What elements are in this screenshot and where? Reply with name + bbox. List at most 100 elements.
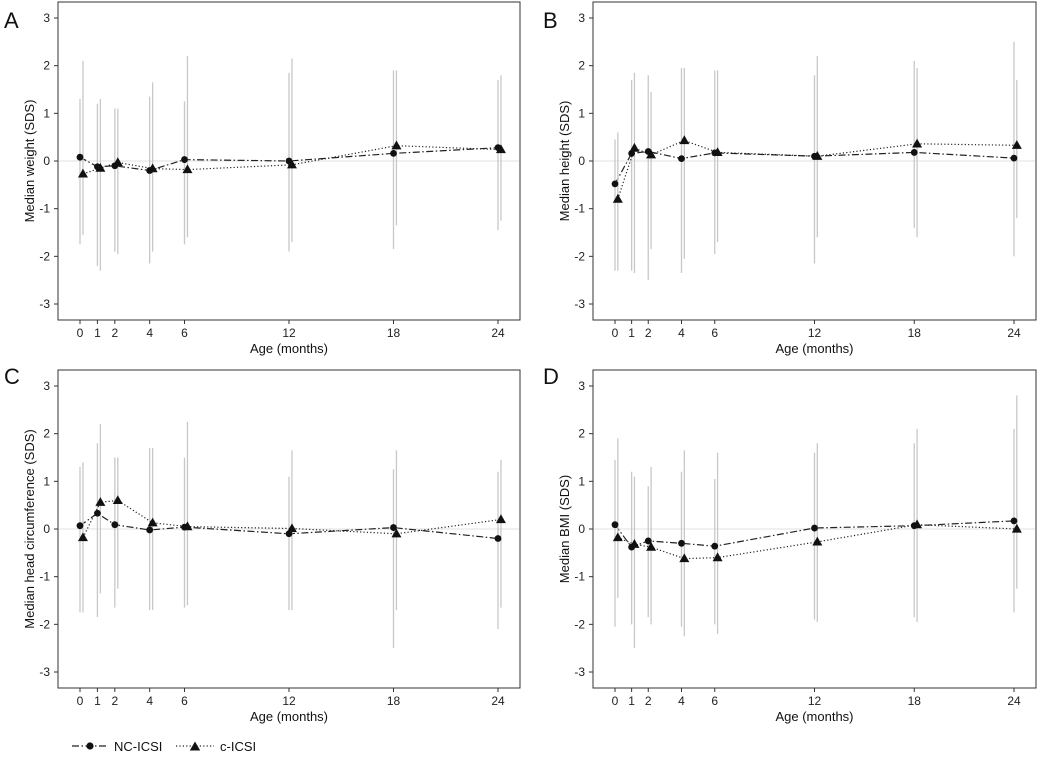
- c-icsi-point: [629, 539, 640, 548]
- y-tick-label: -3: [574, 297, 585, 311]
- y-tick-label: -2: [39, 249, 50, 263]
- x-tick-label: 24: [1007, 694, 1021, 708]
- y-tick-label: 3: [43, 11, 50, 25]
- x-tick-label: 2: [111, 326, 118, 340]
- y-tick-label: 1: [578, 106, 585, 120]
- c-icsi-point: [1011, 140, 1022, 149]
- x-tick-label: 4: [678, 326, 685, 340]
- x-tick-label: 4: [146, 694, 153, 708]
- nc-icsi-point: [94, 509, 101, 517]
- x-tick-label: 2: [645, 326, 652, 340]
- y-tick-label: -2: [574, 617, 585, 631]
- x-tick-label: 18: [908, 326, 922, 340]
- nc-icsi-point: [644, 537, 652, 545]
- y-axis-title: Median height (SDS): [557, 101, 572, 222]
- y-tick-label: 1: [578, 474, 585, 488]
- x-tick-label: 12: [282, 326, 296, 340]
- y-tick-label: 1: [43, 474, 50, 488]
- x-tick-label: 2: [111, 694, 118, 708]
- y-tick-label: 3: [578, 11, 585, 25]
- c-icsi-series-line: [82, 145, 502, 175]
- c-icsi-point: [812, 151, 823, 160]
- x-tick-label: 0: [77, 694, 84, 708]
- y-tick-label: 0: [578, 154, 585, 168]
- legend: NC-ICSI c-ICSI: [72, 739, 256, 754]
- c-icsi-point: [712, 552, 723, 562]
- legend-nc-icsi-label: NC-ICSI: [114, 739, 162, 754]
- x-tick-label: 1: [628, 326, 635, 340]
- nc-icsi-point: [390, 524, 397, 531]
- c-icsi-point: [679, 135, 690, 145]
- nc-icsi-point: [678, 155, 685, 163]
- y-tick-label: 3: [578, 379, 585, 393]
- panel-letter: A: [4, 8, 19, 33]
- x-tick-label: 24: [491, 326, 505, 340]
- x-axis-title: Age (months): [250, 341, 328, 356]
- c-icsi-point: [95, 497, 106, 506]
- x-tick-label: 12: [808, 326, 822, 340]
- nc-icsi-point: [1010, 154, 1018, 162]
- c-icsi-point: [391, 140, 402, 150]
- nc-icsi-point: [678, 539, 685, 547]
- c-icsi-series-line: [82, 499, 502, 538]
- c-icsi-point: [286, 159, 297, 169]
- x-tick-label: 6: [711, 326, 718, 340]
- y-tick-label: -2: [574, 249, 585, 263]
- y-tick-label: 0: [43, 154, 50, 168]
- y-tick-label: -1: [574, 202, 585, 216]
- y-tick-label: -1: [574, 570, 585, 584]
- c-icsi-point: [612, 193, 623, 203]
- nc-icsi-point: [1010, 517, 1018, 525]
- y-tick-label: -3: [574, 665, 585, 679]
- c-icsi-point: [77, 532, 88, 542]
- x-tick-label: 0: [612, 694, 619, 708]
- x-tick-label: 24: [1007, 326, 1021, 340]
- c-icsi-point: [95, 162, 106, 172]
- x-tick-label: 2: [645, 694, 652, 708]
- nc-icsi-series-line: [79, 512, 499, 540]
- nc-icsi-point: [181, 156, 188, 163]
- c-icsi-point: [112, 495, 123, 504]
- c-icsi-point: [112, 157, 123, 167]
- c-icsi-point: [1011, 523, 1022, 533]
- legend-c-icsi-marker: [189, 741, 201, 751]
- x-tick-label: 12: [282, 694, 296, 708]
- c-icsi-point: [147, 163, 158, 173]
- x-tick-label: 0: [612, 326, 619, 340]
- y-axis-title: Median BMI (SDS): [557, 475, 572, 583]
- x-tick-label: 24: [491, 694, 505, 708]
- c-icsi-point: [77, 168, 88, 178]
- panel-letter: B: [543, 8, 558, 33]
- y-tick-label: 1: [43, 106, 50, 120]
- y-tick-label: 3: [43, 379, 50, 393]
- nc-icsi-point: [910, 149, 918, 156]
- x-tick-label: 1: [628, 694, 635, 708]
- c-icsi-point: [182, 164, 193, 174]
- y-tick-label: 0: [43, 522, 50, 536]
- x-tick-label: 6: [711, 694, 718, 708]
- x-tick-label: 18: [908, 694, 922, 708]
- y-tick-label: -3: [39, 297, 50, 311]
- x-axis-title: Age (months): [775, 341, 853, 356]
- x-axis-title: Age (months): [250, 709, 328, 724]
- c-icsi-point: [147, 517, 158, 527]
- y-tick-label: 2: [43, 427, 50, 441]
- x-tick-label: 4: [678, 694, 685, 708]
- y-tick-label: -2: [39, 617, 50, 631]
- c-icsi-point: [495, 514, 506, 524]
- x-tick-label: 6: [181, 694, 188, 708]
- x-tick-label: 18: [387, 694, 401, 708]
- legend-c-icsi-label: c-ICSI: [220, 739, 256, 754]
- y-tick-label: 2: [578, 427, 585, 441]
- nc-icsi-point: [111, 521, 119, 529]
- panel-letter: D: [543, 364, 559, 389]
- nc-icsi-point: [76, 153, 84, 161]
- y-tick-label: -1: [39, 570, 50, 584]
- x-tick-label: 18: [387, 326, 401, 340]
- c-icsi-series-line: [617, 139, 1017, 200]
- y-axis-title: Median weight (SDS): [22, 100, 37, 223]
